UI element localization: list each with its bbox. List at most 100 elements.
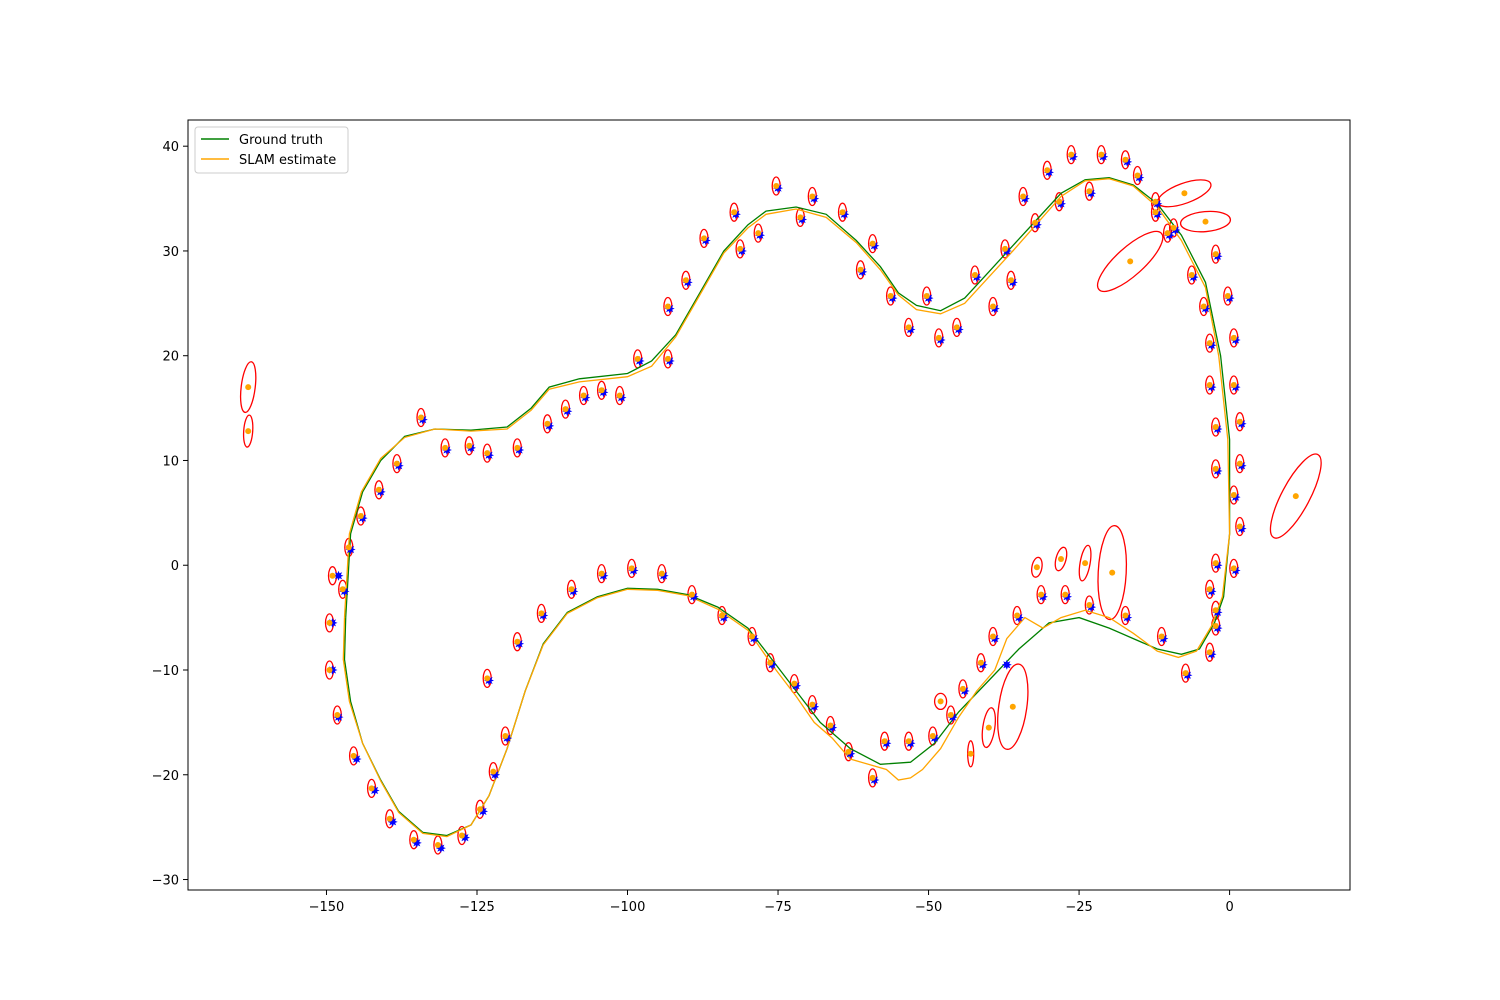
estimated-landmark-marker	[1127, 258, 1134, 265]
estimated-landmark-marker	[869, 774, 876, 781]
estimated-landmark-marker	[682, 277, 689, 284]
estimated-landmark-marker	[1212, 560, 1219, 567]
estimated-landmark-marker	[568, 586, 575, 593]
estimated-landmark-marker	[701, 235, 707, 242]
estimated-landmark-marker	[953, 324, 960, 331]
estimated-landmark-marker	[719, 612, 725, 619]
covariance-ellipse	[1096, 230, 1164, 293]
estimated-landmark-marker	[458, 832, 465, 839]
estimated-landmark-marker	[326, 619, 333, 626]
estimated-landmark-marker	[1181, 190, 1188, 197]
estimated-landmark-marker	[658, 570, 665, 577]
estimated-landmark-marker	[1170, 224, 1177, 231]
estimated-landmark-marker	[1109, 569, 1116, 576]
legend-ground-truth-label: Ground truth	[239, 133, 323, 148]
estimated-landmark-marker	[368, 785, 375, 792]
estimated-landmark-marker	[971, 272, 978, 278]
estimated-landmark-marker	[967, 750, 974, 757]
estimated-landmark-marker	[514, 638, 521, 645]
covariance-ellipse	[239, 361, 257, 414]
estimated-landmark-marker	[869, 240, 876, 247]
estimated-landmark-marker	[923, 293, 930, 299]
estimated-landmark-marker	[245, 428, 252, 435]
estimated-landmark-marker	[1292, 493, 1299, 500]
estimated-landmark-marker	[329, 572, 336, 579]
estimated-landmark-marker	[1236, 418, 1243, 425]
estimated-landmark-marker	[484, 450, 491, 457]
estimated-landmark-marker	[990, 633, 996, 640]
estimated-landmark-marker	[616, 392, 623, 399]
estimated-landmark-marker	[1152, 209, 1159, 216]
estimated-landmark-marker	[1122, 612, 1129, 619]
true-landmark-marker	[1001, 659, 1012, 670]
estimated-landmark-marker	[905, 738, 912, 745]
estimated-landmark-marker	[881, 738, 888, 745]
estimated-landmark-marker	[357, 513, 364, 519]
covariance-ellipse	[1179, 210, 1232, 233]
estimated-landmark-marker	[418, 414, 424, 421]
estimated-landmark-marker	[1230, 334, 1237, 341]
estimated-landmark-marker	[1056, 198, 1063, 205]
estimated-landmark-marker	[1086, 602, 1093, 608]
estimated-landmark-marker	[1020, 193, 1027, 200]
estimated-landmark-marker	[937, 698, 944, 705]
covariance-ellipse	[981, 707, 997, 749]
estimated-landmark-marker	[1122, 156, 1129, 163]
y-tick-label: −30	[152, 874, 179, 889]
estimated-landmark-marker	[688, 591, 695, 598]
estimated-landmark-marker	[1230, 492, 1237, 498]
estimated-landmark-marker	[393, 460, 400, 467]
estimated-landmark-marker	[947, 712, 954, 718]
estimated-landmark-marker	[1206, 382, 1213, 388]
estimated-landmark-marker	[857, 266, 864, 273]
estimated-landmark-marker	[1038, 591, 1045, 598]
estimated-landmark-marker	[502, 733, 509, 739]
estimated-landmarks	[245, 151, 1299, 848]
estimated-landmark-marker	[1062, 591, 1069, 598]
legend: Ground truth SLAM estimate	[194, 126, 349, 174]
y-tick-label: 40	[162, 140, 179, 155]
y-tick-label: 10	[162, 454, 179, 469]
estimated-landmark-marker	[839, 209, 846, 216]
slam-estimate-line	[342, 178, 1231, 838]
estimated-landmark-marker	[484, 675, 491, 682]
estimated-landmark-marker	[1086, 188, 1093, 195]
estimated-landmark-marker	[350, 752, 357, 759]
y-tick-label: −10	[152, 664, 179, 679]
x-axis-ticks: −150 −125 −100 −75 −50 −25 0	[309, 890, 1234, 915]
x-tick-label: −25	[1065, 900, 1092, 915]
estimated-landmark-marker	[1134, 172, 1141, 179]
estimated-landmark-marker	[1230, 382, 1237, 388]
estimated-landmark-marker	[1206, 586, 1213, 593]
estimated-landmark-marker	[731, 209, 738, 216]
estimated-landmark-marker	[442, 444, 449, 451]
y-tick-label: 20	[162, 350, 179, 365]
estimated-landmark-marker	[1009, 703, 1016, 710]
estimated-landmark-marker	[245, 384, 252, 391]
trajectory-lines	[342, 176, 1231, 838]
covariance-ellipse	[1269, 453, 1322, 539]
x-tick-label: 0	[1225, 900, 1233, 915]
estimated-landmark-marker	[1033, 564, 1040, 571]
estimated-landmark-marker	[929, 733, 936, 739]
estimated-landmark-marker	[628, 565, 635, 572]
covariance-ellipse	[1078, 544, 1092, 582]
legend-box	[194, 126, 349, 174]
estimated-landmark-marker	[326, 667, 333, 673]
covariance-ellipses	[239, 144, 1322, 855]
true-landmarks	[327, 151, 1247, 854]
y-tick-label: −20	[152, 769, 179, 784]
estimated-landmark-marker	[598, 570, 605, 577]
estimated-landmark-marker	[809, 193, 816, 200]
estimated-landmark-marker	[1200, 303, 1207, 310]
estimated-landmark-marker	[990, 303, 996, 310]
estimated-landmark-marker	[490, 768, 497, 775]
covariance-ellipse	[1054, 546, 1068, 572]
estimated-landmark-marker	[466, 442, 473, 449]
covariance-ellipse	[385, 809, 395, 829]
estimated-landmark-marker	[1068, 151, 1075, 158]
estimated-landmark-marker	[827, 722, 834, 729]
true-landmark-marker	[333, 570, 344, 581]
estimated-landmark-marker	[791, 680, 798, 687]
estimated-landmark-marker	[1212, 607, 1219, 614]
